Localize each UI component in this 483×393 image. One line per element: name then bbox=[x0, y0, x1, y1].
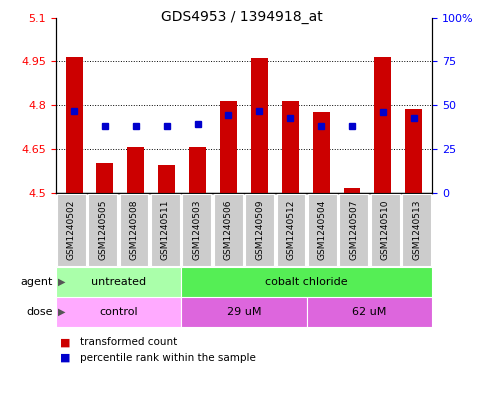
Bar bbox=[405, 110, 422, 193]
Bar bbox=[151, 194, 180, 266]
Bar bbox=[277, 194, 305, 266]
Text: GSM1240506: GSM1240506 bbox=[224, 200, 233, 260]
Bar bbox=[340, 194, 368, 266]
Bar bbox=[313, 112, 329, 193]
Bar bbox=[245, 194, 274, 266]
Bar bbox=[307, 297, 432, 327]
Text: GSM1240508: GSM1240508 bbox=[129, 200, 139, 260]
Bar bbox=[251, 59, 268, 193]
Bar bbox=[66, 57, 83, 193]
Text: GSM1240507: GSM1240507 bbox=[349, 200, 358, 260]
Text: GSM1240502: GSM1240502 bbox=[67, 200, 76, 260]
Text: control: control bbox=[99, 307, 138, 317]
Bar bbox=[214, 194, 242, 266]
Bar bbox=[97, 163, 114, 193]
Bar bbox=[181, 267, 432, 297]
Bar bbox=[220, 101, 237, 193]
Text: cobalt chloride: cobalt chloride bbox=[265, 277, 348, 287]
Text: GSM1240510: GSM1240510 bbox=[381, 200, 390, 260]
Bar bbox=[158, 165, 175, 193]
Bar bbox=[56, 267, 181, 297]
Bar bbox=[120, 194, 148, 266]
Bar bbox=[402, 194, 431, 266]
Text: ▶: ▶ bbox=[58, 277, 66, 287]
Text: GDS4953 / 1394918_at: GDS4953 / 1394918_at bbox=[161, 10, 322, 24]
Bar bbox=[88, 194, 117, 266]
Text: ■: ■ bbox=[60, 337, 71, 347]
Text: GSM1240503: GSM1240503 bbox=[192, 200, 201, 260]
Text: agent: agent bbox=[21, 277, 53, 287]
Bar bbox=[343, 188, 360, 193]
Text: ▶: ▶ bbox=[58, 307, 66, 317]
Text: 29 uM: 29 uM bbox=[227, 307, 261, 317]
Bar bbox=[308, 194, 337, 266]
Text: GSM1240509: GSM1240509 bbox=[255, 200, 264, 260]
Text: 62 uM: 62 uM bbox=[352, 307, 387, 317]
Text: ■: ■ bbox=[60, 353, 71, 363]
Bar bbox=[374, 57, 391, 193]
Text: GSM1240505: GSM1240505 bbox=[98, 200, 107, 260]
Text: untreated: untreated bbox=[91, 277, 146, 287]
Text: dose: dose bbox=[27, 307, 53, 317]
Bar bbox=[189, 147, 206, 193]
Bar bbox=[128, 147, 144, 193]
Bar bbox=[282, 101, 298, 193]
Bar bbox=[57, 194, 85, 266]
Text: GSM1240513: GSM1240513 bbox=[412, 200, 421, 260]
Text: GSM1240511: GSM1240511 bbox=[161, 200, 170, 260]
Bar bbox=[183, 194, 211, 266]
Bar bbox=[181, 297, 307, 327]
Bar bbox=[56, 297, 181, 327]
Text: percentile rank within the sample: percentile rank within the sample bbox=[80, 353, 256, 363]
Bar bbox=[371, 194, 399, 266]
Text: GSM1240504: GSM1240504 bbox=[318, 200, 327, 260]
Text: transformed count: transformed count bbox=[80, 337, 177, 347]
Text: GSM1240512: GSM1240512 bbox=[286, 200, 296, 260]
